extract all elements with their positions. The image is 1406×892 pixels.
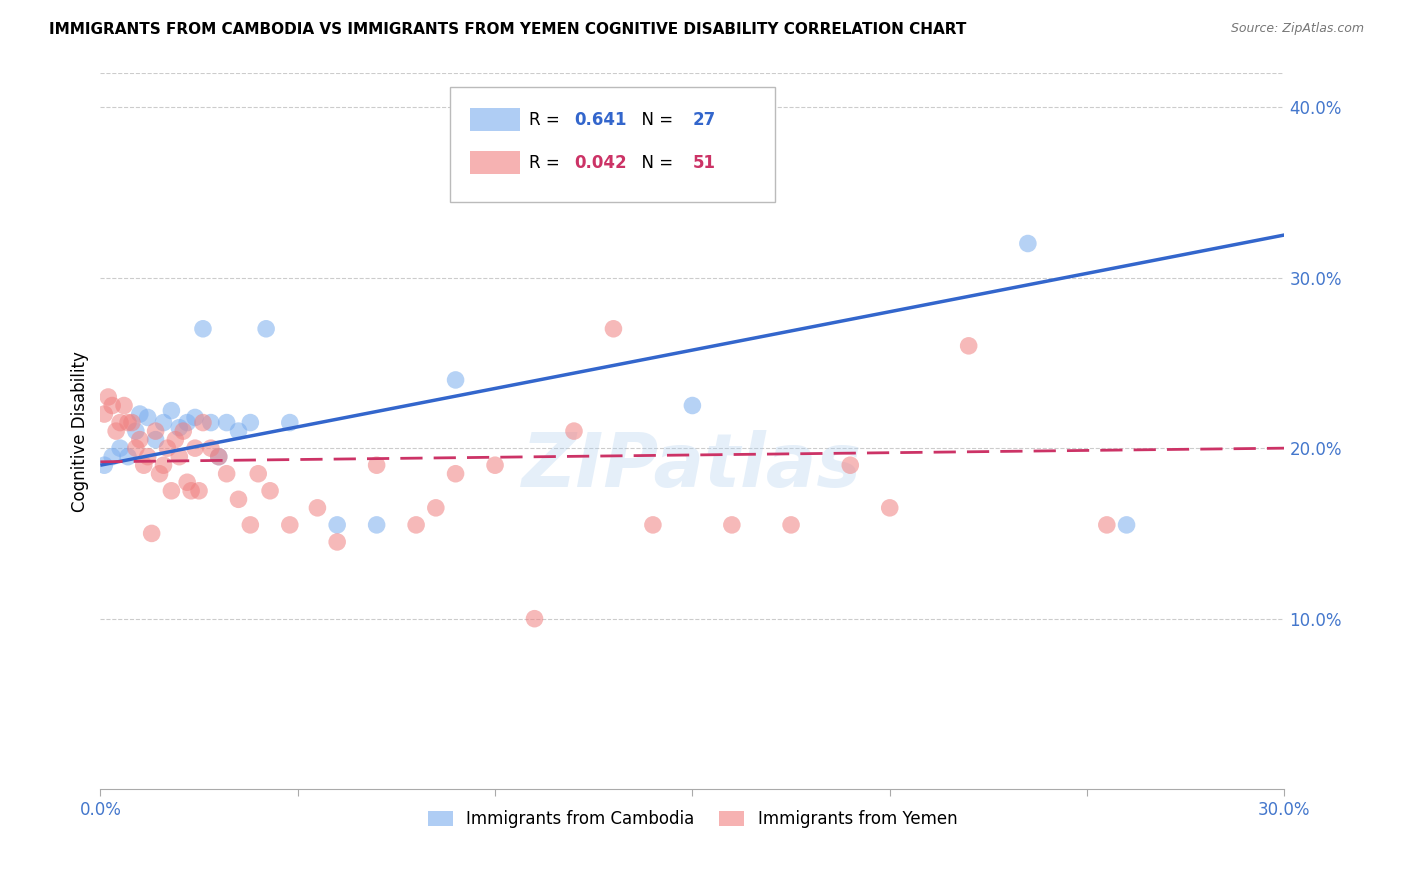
Text: N =: N = xyxy=(631,153,678,171)
Text: N =: N = xyxy=(631,111,678,128)
Point xyxy=(141,526,163,541)
Text: 0.042: 0.042 xyxy=(574,153,627,171)
Point xyxy=(326,535,349,549)
Text: IMMIGRANTS FROM CAMBODIA VS IMMIGRANTS FROM YEMEN COGNITIVE DISABILITY CORRELATI: IMMIGRANTS FROM CAMBODIA VS IMMIGRANTS F… xyxy=(49,22,966,37)
Text: R =: R = xyxy=(529,153,565,171)
Point xyxy=(117,416,139,430)
Point xyxy=(562,424,585,438)
Legend: Immigrants from Cambodia, Immigrants from Yemen: Immigrants from Cambodia, Immigrants fro… xyxy=(420,804,965,835)
Point xyxy=(228,424,250,438)
Point xyxy=(101,399,124,413)
Point xyxy=(366,517,388,532)
Point xyxy=(136,450,159,464)
Point xyxy=(780,517,803,532)
Point xyxy=(425,500,447,515)
Point xyxy=(879,500,901,515)
Point xyxy=(278,416,301,430)
Point xyxy=(108,441,131,455)
Bar xyxy=(470,151,519,174)
Text: R =: R = xyxy=(529,111,565,128)
Point xyxy=(148,467,170,481)
Point xyxy=(176,416,198,430)
Point xyxy=(602,322,624,336)
Point xyxy=(215,467,238,481)
Point xyxy=(125,441,148,455)
Point xyxy=(1017,236,1039,251)
Point xyxy=(1115,517,1137,532)
Point xyxy=(156,441,179,455)
Point xyxy=(169,420,191,434)
Point xyxy=(184,441,207,455)
Point xyxy=(215,416,238,430)
Point xyxy=(307,500,329,515)
Point xyxy=(160,403,183,417)
Point xyxy=(239,416,262,430)
Point xyxy=(721,517,744,532)
Point xyxy=(172,424,194,438)
Point xyxy=(93,458,115,473)
Text: 51: 51 xyxy=(692,153,716,171)
Point xyxy=(108,416,131,430)
Point xyxy=(117,450,139,464)
Point xyxy=(176,475,198,490)
Point xyxy=(366,458,388,473)
Point xyxy=(239,517,262,532)
Point xyxy=(200,416,222,430)
Point xyxy=(188,483,211,498)
Text: Source: ZipAtlas.com: Source: ZipAtlas.com xyxy=(1230,22,1364,36)
Point xyxy=(208,450,231,464)
Point xyxy=(184,410,207,425)
Point xyxy=(152,458,174,473)
Point xyxy=(152,416,174,430)
Point xyxy=(160,483,183,498)
Point xyxy=(101,450,124,464)
Point xyxy=(259,483,281,498)
Point xyxy=(681,399,703,413)
Point xyxy=(145,424,167,438)
Point xyxy=(97,390,120,404)
Point xyxy=(191,416,214,430)
Point xyxy=(254,322,277,336)
Point xyxy=(839,458,862,473)
Point xyxy=(191,322,214,336)
Point xyxy=(1095,517,1118,532)
Point xyxy=(444,373,467,387)
Point xyxy=(165,433,187,447)
Point xyxy=(121,416,143,430)
Point xyxy=(125,424,148,438)
Point xyxy=(128,433,150,447)
Text: 0.641: 0.641 xyxy=(574,111,627,128)
Point xyxy=(405,517,427,532)
Point xyxy=(93,407,115,421)
Y-axis label: Cognitive Disability: Cognitive Disability xyxy=(72,351,89,511)
Point xyxy=(112,399,135,413)
Point xyxy=(145,433,167,447)
Point xyxy=(208,450,231,464)
Point xyxy=(523,612,546,626)
Point xyxy=(957,339,980,353)
Text: ZIPatlas: ZIPatlas xyxy=(523,431,862,503)
Bar xyxy=(470,108,519,131)
Point xyxy=(484,458,506,473)
FancyBboxPatch shape xyxy=(450,87,775,202)
Point xyxy=(128,407,150,421)
Point xyxy=(247,467,270,481)
Point xyxy=(228,492,250,507)
Point xyxy=(278,517,301,532)
Text: 27: 27 xyxy=(692,111,716,128)
Point xyxy=(200,441,222,455)
Point xyxy=(326,517,349,532)
Point xyxy=(105,424,128,438)
Point xyxy=(180,483,202,498)
Point xyxy=(132,458,155,473)
Point xyxy=(136,410,159,425)
Point xyxy=(444,467,467,481)
Point xyxy=(169,450,191,464)
Point xyxy=(641,517,664,532)
